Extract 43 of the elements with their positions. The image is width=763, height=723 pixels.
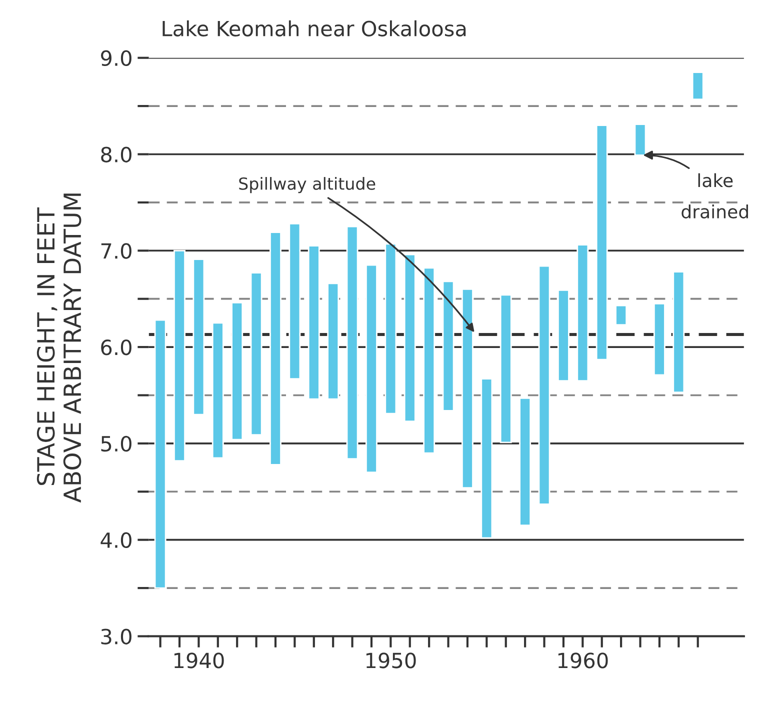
bar (366, 264, 378, 474)
bar (672, 271, 685, 394)
chart-title: Lake Keomah near Oskaloosa (162, 20, 466, 36)
bar (653, 302, 666, 376)
bar (231, 302, 244, 440)
y-tick-label: 9.0 (100, 50, 132, 66)
bar (692, 72, 704, 100)
bar (174, 250, 186, 462)
bar (346, 226, 358, 460)
bar (404, 254, 416, 422)
bar (480, 378, 493, 539)
bar (384, 243, 397, 414)
bar (212, 322, 224, 459)
x-tick-label: 1950 (366, 652, 416, 668)
bar (500, 294, 512, 444)
y-tick-label: 8.0 (101, 146, 132, 162)
bar (538, 265, 550, 505)
bar (154, 319, 166, 589)
bar (288, 222, 301, 380)
bar (327, 282, 340, 400)
x-tick-label: 1940 (174, 652, 224, 668)
y-tick-label: 4.0 (100, 532, 132, 548)
bar (442, 280, 454, 412)
bar (462, 288, 474, 488)
bar (250, 272, 262, 436)
bar (634, 124, 646, 156)
y-tick-label: 5.0 (101, 436, 132, 452)
y-tick-label: 7.0 (101, 243, 132, 259)
bar (576, 244, 589, 382)
bar (519, 397, 532, 526)
x-tick-label: 1960 (558, 652, 608, 668)
y-axis-title: STAGE HEIGHT, IN FEET ABOVE ARBITRARY DATUM (36, 194, 82, 503)
annotation: lake drained (682, 173, 748, 218)
y-tick-label: 6.0 (101, 339, 132, 356)
bar (557, 289, 570, 382)
bar (270, 232, 282, 466)
bar (596, 124, 608, 360)
y-tick-label: 3.0 (101, 628, 132, 644)
ref-line-label: Spillway altitude (239, 177, 376, 194)
bar (615, 304, 628, 326)
bar (192, 258, 205, 416)
bar (423, 267, 436, 454)
bar (308, 245, 320, 400)
